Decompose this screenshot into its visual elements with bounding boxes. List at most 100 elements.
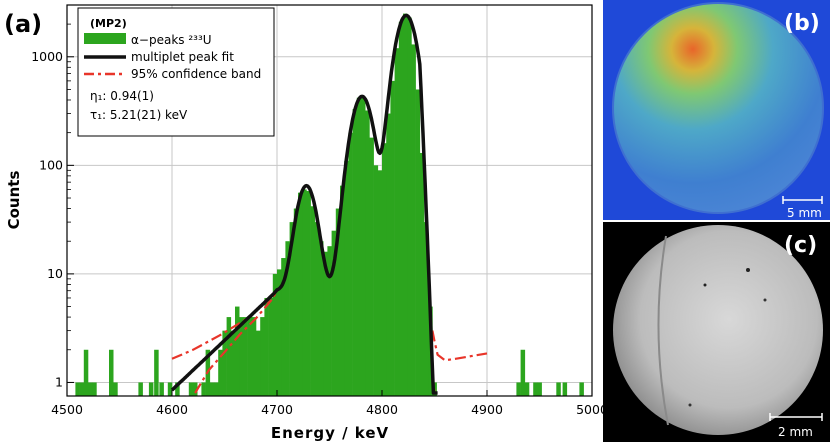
histogram-bar (79, 382, 85, 396)
histogram-bar (386, 113, 391, 396)
histogram-bar (260, 317, 265, 396)
histogram-bar (235, 306, 240, 396)
histogram-bar (377, 170, 383, 396)
histogram-bars (75, 13, 584, 396)
histogram-bar (113, 382, 118, 396)
histogram-bar (335, 208, 341, 396)
legend-box (77, 7, 275, 137)
histogram-bar (92, 382, 97, 396)
histogram-bar (167, 382, 173, 396)
histogram-bar (314, 222, 320, 396)
band-right-line (431, 330, 488, 362)
histogram-bar (109, 349, 114, 396)
histogram-bar (394, 48, 400, 396)
histogram-bar (323, 251, 328, 396)
histogram-bar (373, 165, 379, 396)
histogram-bar (88, 382, 93, 396)
legend-fit-label: multiplet peak fit (131, 50, 234, 64)
histogram-bar (218, 349, 223, 396)
y-tick-label: 10 (47, 266, 63, 281)
sample-photo-image (613, 225, 823, 435)
x-tick-label: 4900 (471, 402, 503, 417)
histogram-bar (344, 160, 349, 396)
histogram-bar (361, 96, 366, 396)
legend: (MP2) α−peaks ²³³U multiplet peak fit 95… (77, 7, 275, 137)
histogram-bar (331, 230, 337, 396)
histogram-bar (310, 206, 316, 396)
histogram-bar (556, 382, 561, 396)
histogram-bar (277, 269, 282, 396)
legend-histogram-label: α−peaks ²³³U (131, 33, 212, 47)
histogram-bar (327, 246, 332, 396)
histogram-bar (285, 241, 290, 396)
histogram-bar (352, 109, 358, 396)
histogram-bar (214, 382, 219, 396)
histogram-bar (356, 97, 362, 396)
histogram-bar (188, 382, 194, 396)
histogram-bar (348, 132, 353, 396)
histogram-bar (390, 80, 395, 396)
x-tick-label: 4800 (366, 402, 398, 417)
histogram-bar (281, 258, 286, 396)
panel-c: (c) 2 mm (603, 222, 830, 442)
sample-photo-shadow-line (657, 235, 669, 426)
histogram-bar (403, 13, 408, 396)
histogram-bar (243, 317, 248, 396)
histogram-bar (524, 382, 530, 396)
histogram-bar (340, 185, 345, 396)
y-axis-ticks: 1 10 100 1000 (31, 23, 74, 389)
histogram-bar (193, 382, 198, 396)
panel-b-scalebar-text: 5 mm (787, 206, 822, 220)
legend-band-label: 95% confidence band (131, 67, 261, 81)
histogram-bar (419, 152, 425, 396)
histogram-bar (264, 297, 269, 396)
fit-curve (170, 13, 439, 395)
histogram-bar (411, 44, 416, 396)
legend-title: (MP2) (90, 17, 127, 30)
sample-photo-dot (703, 283, 707, 287)
x-tick-label: 4600 (156, 402, 188, 417)
histogram-bar (154, 349, 159, 396)
histogram-bar (319, 241, 324, 396)
histogram-bar (251, 317, 257, 396)
legend-param-eta: η₁: 0.94(1) (90, 89, 154, 103)
histogram-bar (222, 330, 227, 396)
histogram-bar (424, 222, 429, 396)
y-tick-label: 100 (39, 157, 63, 172)
sample-photo-dot (688, 403, 692, 407)
spectrum-chart: 4500 4600 4700 4800 4900 5000 1 10 100 1000 Ener… (4, 4, 608, 442)
band-lower-line (194, 290, 278, 394)
histogram-bar (298, 192, 303, 396)
histogram-bar (579, 382, 584, 396)
histogram-bar (75, 382, 80, 396)
y-tick-label: 1 (55, 374, 63, 389)
sample-photo-dot (763, 298, 767, 302)
y-tick-label: 1000 (31, 49, 63, 64)
histogram-bar (562, 382, 568, 396)
histogram-bar (293, 208, 299, 396)
panel-b-label: (b) (784, 11, 820, 36)
histogram-bar (516, 382, 521, 396)
histogram-bar (520, 349, 526, 396)
x-tick-label: 4700 (261, 402, 293, 417)
x-axis-ticks: 4500 4600 4700 4800 4900 5000 (51, 390, 608, 417)
histogram-bar (537, 382, 542, 396)
histogram-bar (533, 382, 538, 396)
detector-heatmap-image (613, 3, 823, 213)
histogram-bar (369, 137, 374, 396)
histogram-bar (268, 297, 274, 396)
fit-curve-group (170, 13, 439, 395)
histogram-bar (398, 21, 404, 396)
histogram-bar (201, 382, 206, 396)
panel-c-scalebar-text: 2 mm (778, 425, 813, 439)
histogram-bar (226, 317, 232, 396)
histogram-bar (289, 222, 295, 396)
histogram-bar (138, 382, 143, 396)
x-tick-label: 5000 (576, 402, 608, 417)
histogram-bar (365, 110, 370, 396)
histogram-bar (306, 191, 311, 396)
histogram-bar (230, 330, 236, 396)
histogram-bar (247, 317, 253, 396)
histogram-bar (256, 330, 261, 396)
